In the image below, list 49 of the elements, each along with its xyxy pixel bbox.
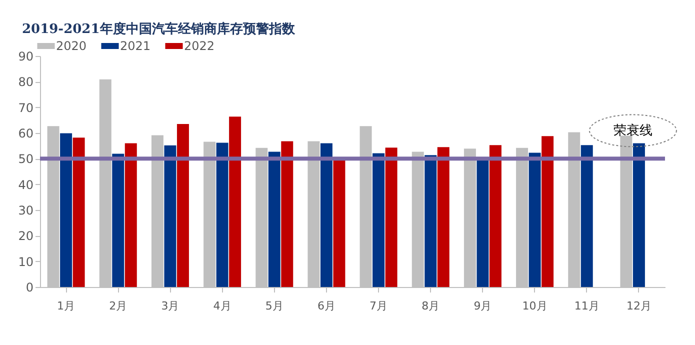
y-tick-label: 60	[18, 126, 34, 140]
y-tick-label: 70	[18, 100, 34, 115]
bar	[164, 145, 176, 287]
bar	[542, 136, 554, 287]
bar	[528, 152, 541, 287]
bar	[424, 155, 437, 287]
x-tick-label: 12月	[626, 300, 652, 312]
ref-line-label: 荣衰线	[613, 122, 652, 139]
bar	[580, 145, 593, 287]
y-tick-label: 30	[18, 204, 34, 218]
x-tick-label: 8月	[422, 300, 440, 312]
x-tick-label: 10月	[522, 300, 548, 312]
y-tick-label: 10	[18, 254, 34, 269]
bar	[385, 148, 398, 287]
bar	[176, 124, 189, 287]
bar	[476, 158, 489, 287]
y-tick-label: 80	[18, 75, 34, 90]
x-tick-label: 4月	[213, 300, 232, 312]
y-tick-label: 50	[18, 152, 34, 166]
x-tick-label: 11月	[574, 300, 600, 312]
y-tick-label: 90	[18, 50, 34, 64]
y-tick-label: 0	[26, 280, 34, 294]
y-tick-label: 40	[18, 178, 34, 192]
bar	[216, 142, 228, 287]
x-tick-label: 6月	[317, 300, 336, 312]
bar	[124, 143, 137, 287]
bar	[489, 145, 502, 287]
y-tick-label: 20	[18, 229, 34, 244]
x-tick-label: 1月	[57, 300, 76, 312]
bar	[60, 133, 72, 287]
chart-title: 2019-2021年度中国汽车经销商库存预警指数	[22, 21, 296, 37]
x-tick-label: 7月	[370, 300, 388, 312]
legend-label: 2022	[184, 39, 215, 53]
bar	[437, 147, 450, 287]
bar	[320, 143, 332, 287]
x-tick-label: 3月	[161, 300, 180, 312]
legend-label: 2021	[120, 39, 151, 53]
x-tick-label: 5月	[265, 300, 284, 312]
bar	[268, 152, 280, 287]
bar	[333, 158, 346, 287]
bar	[112, 154, 124, 287]
legend-label: 2020	[56, 39, 87, 53]
bar	[372, 153, 385, 287]
bar	[229, 116, 242, 287]
x-tick-label: 9月	[474, 300, 492, 312]
bar	[72, 138, 85, 287]
bar	[281, 141, 294, 287]
bar	[632, 143, 645, 287]
x-tick-label: 2月	[109, 300, 128, 312]
